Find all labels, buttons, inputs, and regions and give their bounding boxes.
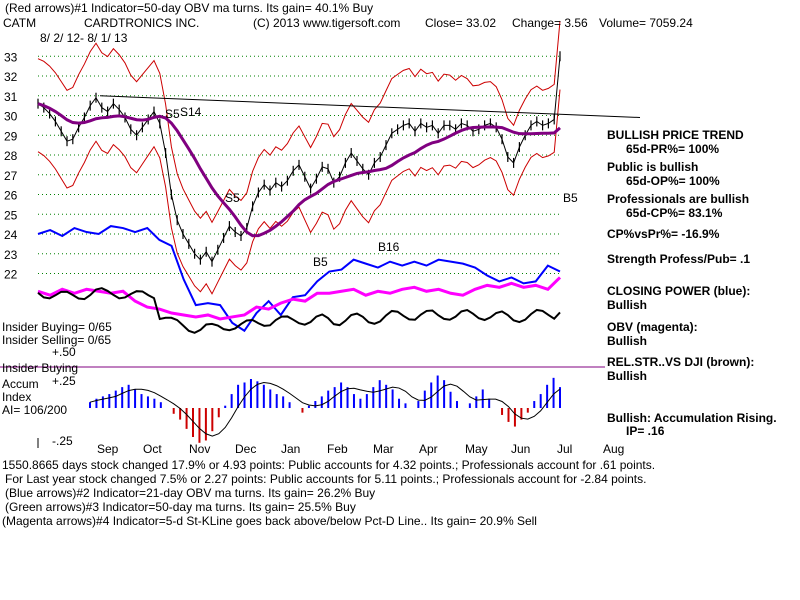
price-tick-label: 27	[4, 169, 18, 183]
obv-value: Bullish	[607, 334, 648, 348]
price-tick-label: 33	[4, 50, 18, 64]
price-tick-label: 31	[4, 90, 18, 104]
month-label: Oct	[143, 442, 162, 456]
month-label: Aug	[603, 442, 624, 456]
signal-label: B16	[378, 240, 400, 254]
pr-value: 65d-PR%= 100%	[626, 142, 720, 156]
ip-value: IP= .16	[626, 424, 665, 438]
obv-title: OBV (magenta):	[607, 320, 698, 334]
footer-line1-text: days stock changed 17.9% or 4.93 points:…	[58, 458, 656, 472]
price-tick-label: 28	[4, 149, 18, 163]
footer-line: (Blue arrows)#2 Indicator=21-day OBV ma …	[5, 486, 376, 500]
cp-value: 65d-CP%= 83.1%	[626, 206, 723, 220]
prof-title: Professionals are bullish	[607, 192, 750, 206]
footer-line: 1550.8665 days stock changed 17.9% or 4.…	[2, 458, 655, 472]
ticker-symbol: CATM	[3, 16, 37, 30]
closing-power-line	[37, 225, 561, 333]
insider-buying: Insider Buying= 0/65	[2, 320, 112, 334]
signal-label: S5	[165, 107, 180, 121]
price-tick-label: 29	[4, 129, 18, 143]
closing-power-title: CLOSING POWER (blue):	[607, 284, 751, 298]
signal-label: S14	[180, 105, 202, 119]
signal-label: B5	[313, 255, 328, 269]
insider-selling: Insider Selling= 0/65	[2, 333, 112, 347]
copyright-text: (C) 2013 www.tigersoft.com	[253, 16, 401, 30]
date-range: 8/ 2/ 12- 8/ 1/ 13	[40, 31, 128, 45]
accum-tick: -.25	[52, 434, 73, 448]
accum-tick: +.25	[52, 374, 76, 388]
footer-line: (Green arrows)#3 Indicator=50-day ma tur…	[5, 500, 356, 514]
footer-line: (Magenta arrows)#4 Indicator=5-d St-KLin…	[2, 514, 537, 528]
trend-title: BULLISH PRICE TREND	[607, 128, 744, 142]
month-label: Mar	[373, 442, 394, 456]
accum-tick: +.50	[52, 345, 76, 359]
price-tick-label: 25	[4, 208, 18, 222]
month-label: May	[465, 442, 488, 456]
op-value: 65d-OP%= 100%	[626, 174, 720, 188]
trendline	[99, 95, 641, 118]
accum-label: Index	[2, 390, 32, 404]
closing-power-value: Bullish	[607, 298, 648, 312]
upper-band	[37, 20, 561, 224]
price-tick-label: 22	[4, 268, 18, 282]
month-label: Dec	[235, 442, 256, 456]
month-label: Jul	[557, 442, 572, 456]
rel-str-value: Bullish	[607, 369, 648, 383]
footer-line: For Last year stock changed 7.5% or 2.27…	[5, 472, 647, 486]
price-tick-label: 26	[4, 189, 18, 203]
price-tick-label: 24	[4, 228, 18, 242]
price-tick-label: 23	[4, 248, 18, 262]
month-label: Jan	[281, 442, 300, 456]
strength-value: Strength Profess/Pub= .1	[607, 252, 751, 266]
signal-label: B5	[563, 191, 578, 205]
month-label: Sep	[97, 442, 119, 456]
insider-line-label: Insider Buying	[2, 361, 79, 375]
close-value: Close= 33.02	[425, 16, 497, 30]
accum-title: Bullish: Accumulation Rising.	[607, 411, 777, 425]
accum-label: Accum	[2, 377, 39, 391]
price-tick-label: 30	[4, 110, 18, 124]
lower-band	[37, 89, 561, 295]
accum-ai: AI= 106/200	[2, 403, 68, 417]
month-label: Jun	[511, 442, 530, 456]
rel-strength-line	[37, 287, 561, 334]
month-label: Nov	[189, 442, 210, 456]
accum-ma-line	[89, 381, 561, 437]
price-tick-label: 32	[4, 70, 18, 84]
month-label: Apr	[419, 442, 438, 456]
signal-label: S5	[225, 191, 240, 205]
footer-prefix: 1550.8665	[2, 458, 59, 472]
company-name: CARDTRONICS INC.	[84, 16, 200, 30]
price-line	[37, 56, 561, 263]
volume-value: Volume= 7059.24	[599, 16, 693, 30]
header-line1: (Red arrows)#1 Indicator=50-day OBV ma t…	[5, 1, 374, 15]
month-label: Feb	[327, 442, 348, 456]
cpvspr-value: CP%vsPr%= -16.9%	[607, 227, 720, 241]
rel-str-title: REL.STR..VS DJI (brown):	[607, 355, 755, 369]
change-value: Change= 3.56	[512, 16, 588, 30]
public-title: Public is bullish	[607, 160, 699, 174]
obv-line	[37, 276, 562, 321]
ma50-line	[37, 102, 561, 238]
